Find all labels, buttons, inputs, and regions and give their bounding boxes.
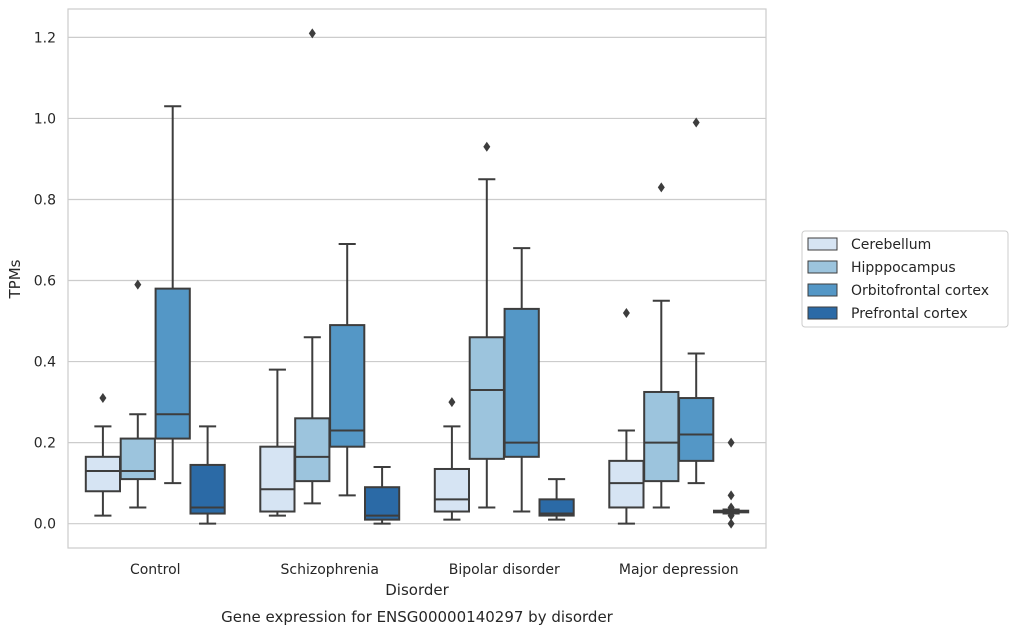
box-iqr (259, 445, 296, 513)
legend-entry-label: Cerebellum (851, 237, 931, 253)
y-tick-label: 0.2 (34, 436, 56, 452)
outlier-point (657, 182, 665, 193)
outlier-point (483, 141, 491, 152)
outlier-point (692, 117, 700, 128)
legend-swatch (807, 237, 838, 251)
outlier-point (727, 437, 735, 448)
box-iqr (608, 459, 645, 509)
box-iqr (643, 390, 680, 483)
box-schizophrenia (363, 465, 401, 525)
box-schizophrenia (329, 243, 366, 497)
y-tick-label: 1.0 (34, 111, 56, 127)
box-iqr (119, 437, 156, 481)
outlier-point (727, 518, 735, 529)
box-major-depression (643, 182, 680, 509)
y-tick-label: 0.8 (34, 192, 56, 208)
y-axis-label: TPMs (6, 259, 24, 299)
box-bipolar-disorder (503, 247, 540, 513)
box-iqr (329, 324, 366, 448)
box-bipolar-disorder (538, 478, 575, 521)
y-tick-labels: 0.0 0.2 0.4 0.6 0.8 1.0 1.2 (34, 30, 56, 532)
box-iqr (363, 486, 401, 521)
x-tick-labels: Control Schizophrenia Bipolar disorder Majo… (130, 562, 739, 578)
x-tick-label: Major depression (619, 562, 739, 578)
series-prefrontal-cortex (189, 425, 750, 529)
legend-swatch (807, 306, 838, 320)
y-tick-label: 1.2 (34, 30, 56, 46)
x-tick-label: Control (130, 562, 181, 578)
box-schizophrenia (259, 368, 296, 517)
chart-caption: Gene expression for ENSG00000140297 by d… (221, 608, 614, 626)
outlier-point (622, 307, 630, 318)
x-tick-label: Schizophrenia (281, 562, 379, 578)
box-iqr (189, 463, 226, 515)
legend-swatch (807, 260, 838, 274)
box-control (189, 425, 226, 525)
box-iqr (503, 307, 540, 458)
legend-entry-label: Prefrontal cortex (851, 306, 968, 322)
legend-frame (801, 230, 1009, 328)
box-control (84, 393, 122, 517)
box-control (154, 105, 191, 485)
outlier-point (727, 490, 735, 501)
y-tick-label: 0.6 (34, 274, 56, 290)
box-bipolar-disorder (468, 141, 505, 509)
box-iqr (154, 287, 191, 440)
box-iqr (294, 417, 331, 483)
legend-entry-label: Hipppocampus (851, 260, 956, 276)
outlier-point (727, 510, 735, 521)
outlier-point (99, 393, 107, 404)
x-axis-label: Disorder (385, 581, 449, 599)
box-major-depression (608, 307, 645, 525)
box-iqr (433, 467, 471, 513)
legend: Cerebellum Hipppocampus Orbitofrontal cort… (801, 230, 1009, 328)
legend-entry-label: Orbitofrontal cortex (851, 283, 989, 299)
series-cerebellum (84, 307, 645, 525)
series-hipppocampus (119, 28, 680, 509)
box-major-depression (678, 117, 715, 485)
legend-swatch (807, 283, 838, 297)
y-tick-label: 0.0 (34, 517, 56, 533)
box-schizophrenia (294, 28, 331, 505)
y-tick-label: 0.4 (34, 355, 56, 371)
box-iqr (678, 397, 715, 462)
outlier-point (308, 28, 316, 39)
plot-frame (67, 8, 767, 549)
box-iqr (468, 336, 505, 460)
series-orbitofrontal-cortex (154, 105, 715, 513)
outlier-point (448, 397, 456, 408)
outlier-point (134, 279, 142, 290)
box-iqr (538, 498, 575, 517)
box-control (119, 279, 156, 509)
outlier-point (727, 502, 735, 513)
box-series (84, 28, 750, 529)
box-bipolar-disorder (433, 397, 471, 521)
box-major-depression (712, 437, 750, 529)
x-tick-label: Bipolar disorder (449, 562, 560, 578)
box-iqr (84, 455, 122, 493)
